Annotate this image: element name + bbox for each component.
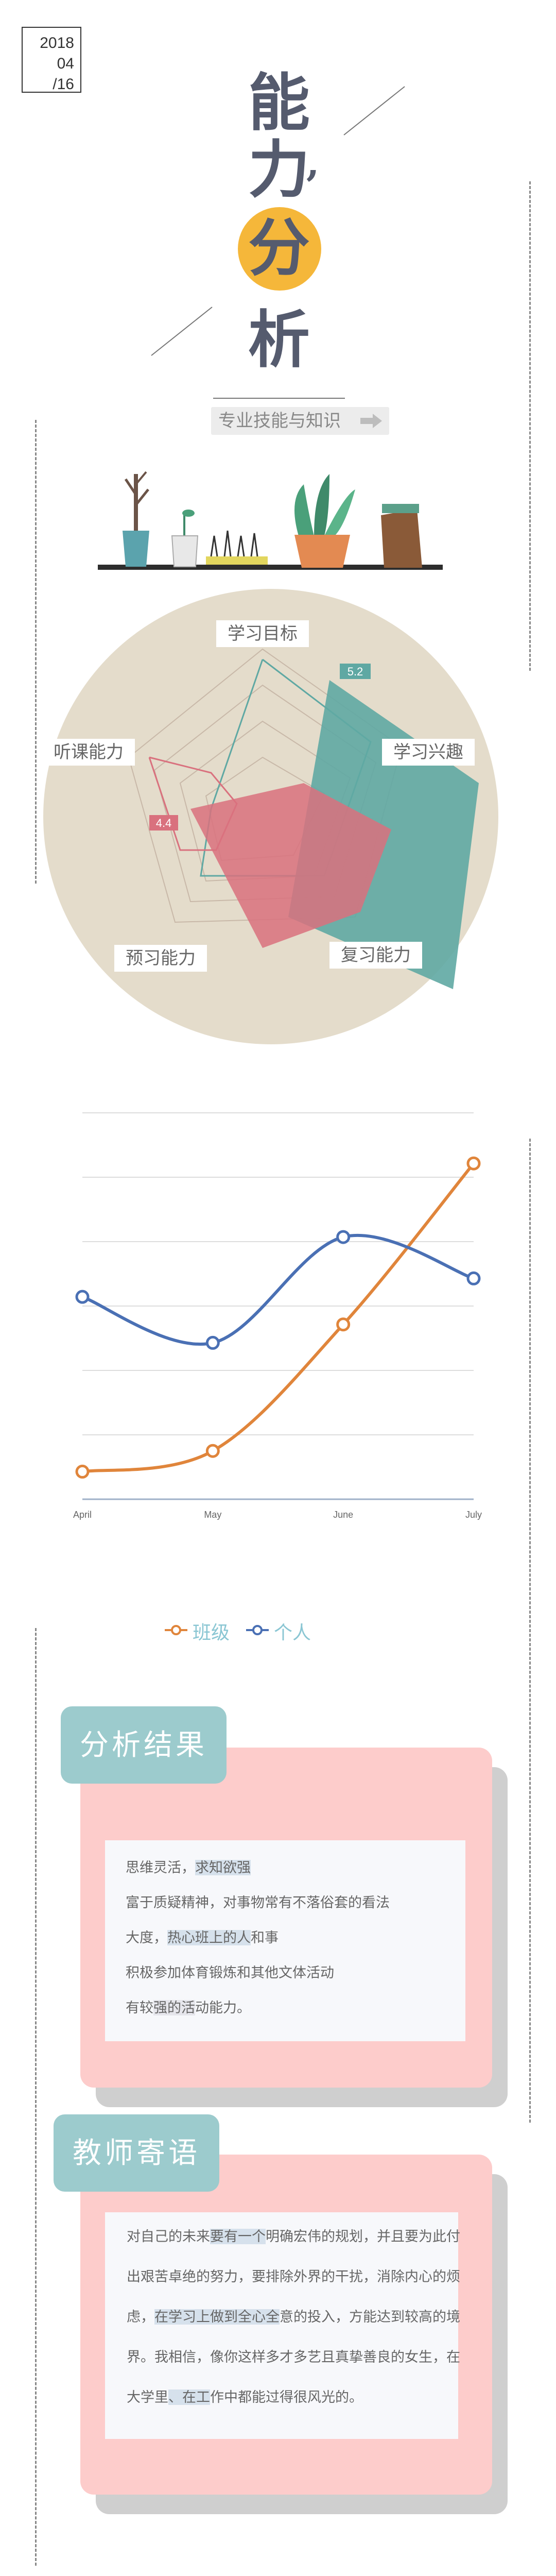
line-chart: April May June July — [73, 1112, 482, 1520]
grass-tray-icon — [206, 530, 268, 565]
succulent-pot-icon — [294, 474, 355, 568]
chart-series-line-0 — [82, 1162, 475, 1473]
chart-x-tick-label: April — [73, 1510, 92, 1520]
subtitle-top-rule — [213, 398, 345, 399]
radar-badge-red-value: 4.4 — [156, 817, 172, 829]
title-char-li: 力 — [248, 133, 310, 206]
radar-red-shape — [190, 783, 391, 948]
chart-point-series-0 — [466, 1156, 481, 1171]
chart-point-series-0 — [336, 1317, 351, 1332]
dotted-divider-left-bottom — [35, 1628, 37, 2566]
dotted-divider-right-top — [529, 181, 531, 671]
chart-point-series-1 — [75, 1290, 90, 1304]
radar-badge-teal-value: 5.2 — [348, 665, 363, 678]
radar-badge-red — [149, 815, 178, 831]
shelf-icon — [98, 565, 443, 570]
analysis-line-1: 思维灵活，求知欲强 — [126, 1860, 251, 1875]
radar-label-left: 听课能力 — [42, 739, 135, 766]
chart-x-tick-label: June — [333, 1510, 353, 1520]
sprout-pot-icon — [171, 510, 199, 567]
subtitle-text: 专业技能与知识 — [218, 411, 341, 431]
analysis-line-2: 富于质疑精神，对事物常有不落俗套的看法 — [126, 1895, 390, 1910]
title-char-xi: 析 — [248, 303, 310, 376]
title-char-neng: 能 — [248, 66, 310, 139]
chart-point-series-1 — [336, 1230, 351, 1244]
radar-label-top: 学习目标 — [216, 620, 309, 647]
analysis-line-3: 大度，热心班上的人和事 — [126, 1930, 279, 1945]
teacher-line-1: 对自己的未来要有一个明确宏伟的规划，并且要为此付 — [127, 2229, 460, 2244]
diagonal-decoration-lines — [151, 86, 405, 356]
chart-series-line-1 — [81, 1233, 474, 1346]
legend-icon-personal — [246, 1625, 269, 1635]
date-box: 2018 04 /16 — [22, 27, 81, 93]
title-comma: ’ — [305, 161, 319, 210]
legend-label-class: 班级 — [193, 1622, 230, 1643]
chart-point-series-0 — [205, 1444, 220, 1458]
legend-icon-class — [165, 1625, 187, 1635]
chart-point-series-0 — [75, 1464, 90, 1479]
subtitle-pill — [211, 407, 389, 435]
date-day: /16 — [53, 76, 74, 93]
chart-point-series-1 — [466, 1271, 481, 1285]
title-highlight-circle — [238, 207, 321, 291]
cactus-pot-icon — [381, 504, 422, 568]
dotted-divider-left-top — [35, 420, 37, 884]
teacher-text-panel: 对自己的未来要有一个明确宏伟的规划，并且要为此付 出艰苦卓绝的努力，要排除外界的… — [105, 2212, 460, 2439]
teacher-line-3: 虑，在学习上做到全心全意的投入，方能达到较高的境 — [127, 2309, 460, 2325]
chart-x-tick-label: May — [204, 1510, 221, 1520]
legend-label-personal: 个人 — [274, 1622, 311, 1643]
arrow-right-icon — [360, 414, 382, 428]
teacher-line-4: 界。我相信，像你这样多才多艺且真挚善良的女生，在 — [127, 2349, 460, 2365]
radar-label-bottom-right: 复习能力 — [329, 942, 422, 969]
radar-badge-teal — [340, 664, 371, 679]
radar-label-bottom-left: 预习能力 — [114, 945, 207, 972]
teacher-section-title: 教师寄语 — [54, 2114, 219, 2192]
chart-point-series-1 — [205, 1335, 220, 1350]
dotted-divider-right-middle — [529, 1139, 531, 2123]
bare-tree-pot-icon — [123, 471, 149, 567]
analysis-line-5: 有较强的活动能力。 — [126, 2000, 251, 2015]
analysis-line-4: 积极参加体育锻炼和其他文体活动 — [126, 1965, 334, 1980]
chart-x-tick-label: July — [465, 1510, 482, 1520]
teacher-line-5: 大学里、在工作中都能过得很风光的。 — [127, 2389, 363, 2405]
radar-chart: 5.2 4.4 — [43, 589, 498, 1044]
analysis-section-title: 分析结果 — [61, 1706, 227, 1784]
teacher-line-2: 出艰苦卓绝的努力，要排除外界的干扰，消除内心的烦 — [127, 2269, 460, 2284]
analysis-text-panel: 思维灵活，求知欲强 富于质疑精神，对事物常有不落俗套的看法 大度，热心班上的人和… — [105, 1840, 465, 2041]
potted-plants-illustration — [98, 471, 443, 570]
date-month: 04 — [57, 55, 74, 72]
radar-label-right: 学习兴趣 — [382, 739, 475, 766]
date-year: 2018 — [40, 35, 74, 52]
title-char-fen: 分 — [248, 212, 310, 284]
